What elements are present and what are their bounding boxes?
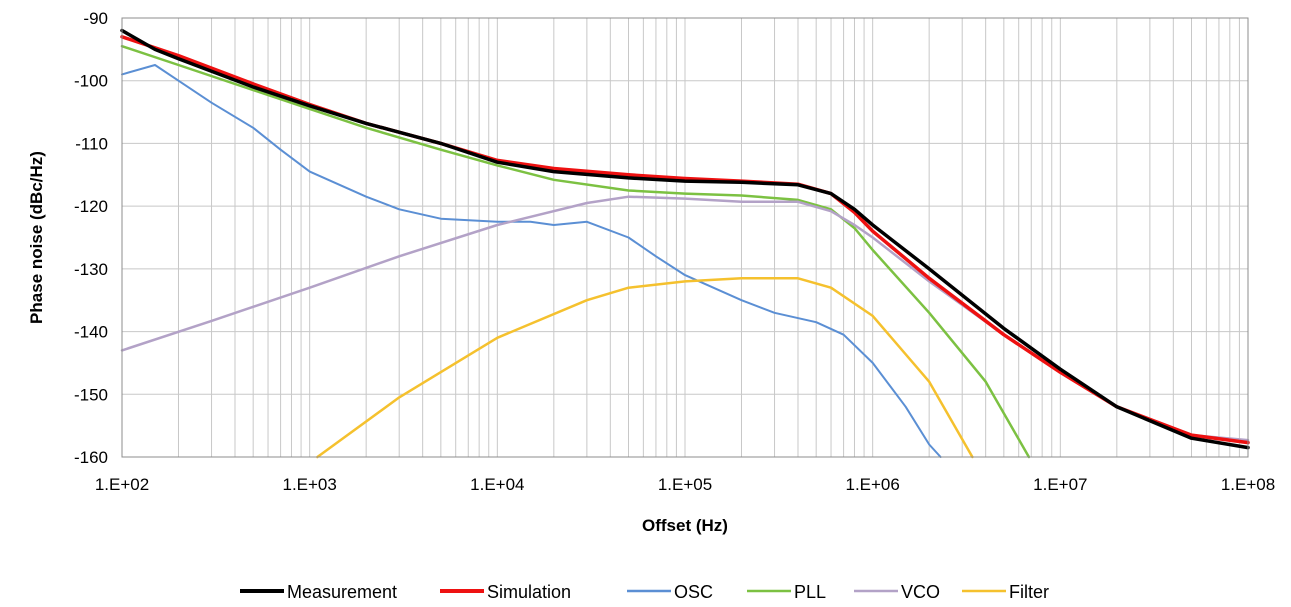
y-tick-label: -110 <box>75 134 108 153</box>
y-tick-label: -100 <box>74 72 108 91</box>
plot-frame <box>121 17 1249 458</box>
y-tick-label: -150 <box>74 385 108 404</box>
series-line-measurement <box>120 28 1250 450</box>
legend-label-measurement: Measurement <box>287 582 397 602</box>
y-axis-ticks: -90 -100 -110 -120 -130 -140 -150 -160 <box>74 9 108 467</box>
x-tick-label: 1.E+07 <box>1033 475 1087 494</box>
series-line-osc <box>121 64 942 458</box>
x-axis-label: Offset (Hz) <box>642 516 728 535</box>
legend-label-simulation: Simulation <box>487 582 571 602</box>
x-tick-label: 1.E+03 <box>282 475 336 494</box>
y-tick-label: -140 <box>74 323 108 342</box>
y-tick-label: -120 <box>74 197 108 216</box>
legend-label-osc: OSC <box>674 582 713 602</box>
x-tick-label: 1.E+02 <box>95 475 149 494</box>
x-axis-ticks: 1.E+02 1.E+03 1.E+04 1.E+05 1.E+06 1.E+07 1.E+… <box>95 475 1275 494</box>
legend-label-vco: VCO <box>901 582 940 602</box>
y-tick-label: -130 <box>74 260 108 279</box>
x-tick-label: 1.E+06 <box>845 475 899 494</box>
x-tick-label: 1.E+05 <box>658 475 712 494</box>
legend: Measurement Simulation OSC PLL VCO Filter <box>240 582 1049 602</box>
y-tick-label: -90 <box>83 9 108 28</box>
y-tick-label: -160 <box>74 448 108 467</box>
y-axis-label: Phase noise (dBc/Hz) <box>27 151 46 324</box>
legend-label-filter: Filter <box>1009 582 1049 602</box>
grid <box>121 17 1249 458</box>
x-tick-label: 1.E+04 <box>470 475 524 494</box>
legend-label-pll: PLL <box>794 582 826 602</box>
series-line-filter <box>316 277 974 459</box>
series-line-pll <box>120 44 1031 459</box>
x-tick-label: 1.E+08 <box>1221 475 1275 494</box>
plot-lines <box>120 28 1250 459</box>
